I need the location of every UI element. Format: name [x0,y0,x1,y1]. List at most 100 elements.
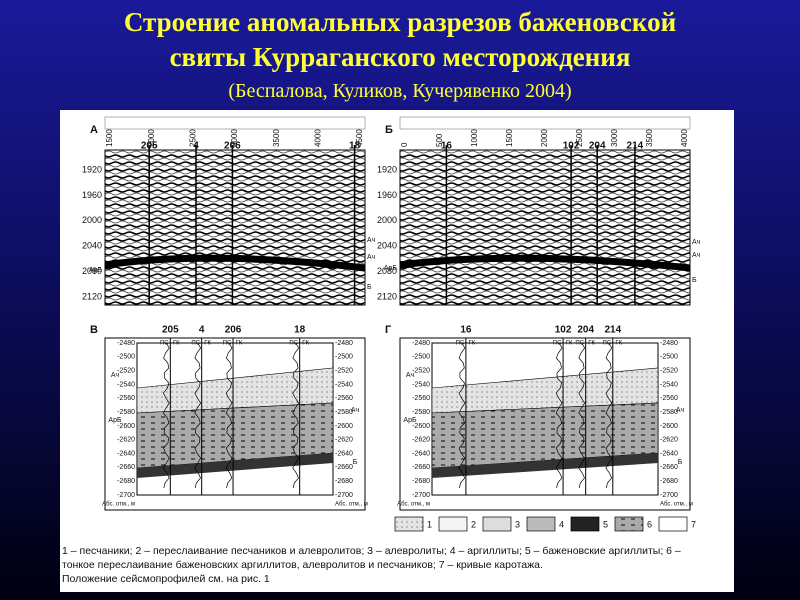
datum-label: Абс. отм., м [102,502,135,508]
depth-label: -2560 [335,395,353,402]
depth-label: -2620 [660,437,678,444]
depth-label: -2640 [117,450,135,457]
legend-swatch [394,516,424,532]
legend-swatch [526,516,556,532]
horizon-label: АрБ [384,265,398,272]
log-label: ГК [566,341,573,347]
time-label: 1920 [82,164,102,174]
legend-label: 7 [691,519,696,529]
log-label: ПС [223,341,232,347]
layer-label: АрБ [403,417,417,424]
offset-label: 2500 [575,129,584,147]
depth-label: -2560 [412,395,430,402]
well-log [458,342,466,489]
depth-label: -2680 [660,478,678,485]
legend-label: 2 [471,519,476,529]
legend-label: 5 [603,519,608,529]
caption-line: тонкое переслаивание баженовских аргилли… [62,559,543,571]
title-line: свиты Курраганского месторождения [170,42,631,72]
depth-label: -2700 [335,492,353,499]
panel-label: Г [385,324,392,336]
depth-label: -2500 [335,354,353,361]
layer-label: Ач [351,407,360,414]
depth-label: -2480 [660,340,678,347]
well-label: 4 [199,325,205,336]
depth-label: -2520 [117,367,135,374]
horizon-label: Б [367,284,372,291]
legend-swatch [570,516,600,532]
time-label: 2080 [377,266,397,276]
time-label: 2120 [82,291,102,301]
legend-label: 1 [427,519,432,529]
depth-label: -2560 [660,395,678,402]
well-label: 16 [441,141,453,152]
legend-swatch [438,516,468,532]
depth-label: -2660 [117,464,135,471]
horizon-label: Ач [367,254,376,261]
log-label: ГК [302,341,309,347]
depth-label: -2520 [335,367,353,374]
depth-label: -2620 [335,437,353,444]
seismic-section [104,149,366,306]
log-label: ПС [456,341,465,347]
well-label: 214 [604,325,621,336]
legend-label: 6 [647,519,652,529]
well-label: 4 [193,141,199,152]
panel-label: А [90,124,98,136]
well-label: 205 [141,141,158,152]
datum-label: Абс. отм., м [660,502,693,508]
log-label: ПС [602,341,611,347]
layer-label: Ач [406,372,415,379]
offset-label: 1500 [105,129,114,147]
horizon-label: Ач [692,239,701,246]
well-label: 18 [294,325,306,336]
depth-label: -2680 [117,478,135,485]
time-label: 1960 [377,190,397,200]
well-label: 16 [460,325,472,336]
title-line: Строение аномальных разрезов баженовской [124,7,676,37]
time-label: 2040 [377,241,397,251]
time-label: 2120 [377,291,397,301]
log-label: ГК [588,341,595,347]
depth-label: -2620 [117,437,135,444]
datum-label: Абс. отм., м [397,502,430,508]
subtitle: (Беспалова, Куликов, Кучерявенко 2004) [228,80,571,102]
depth-label: -2580 [117,409,135,416]
depth-label: -2580 [412,409,430,416]
depth-label: -2580 [335,409,353,416]
depth-label: -2580 [660,409,678,416]
well-label: 206 [224,141,241,152]
depth-label: -2480 [117,340,135,347]
reflector [399,254,691,272]
offset-label: 4000 [680,129,689,147]
horizon-label: АрБ [89,267,103,274]
panel-label: В [90,324,98,336]
depth-label: -2500 [412,354,430,361]
legend-swatch [614,516,644,532]
depth-label: -2640 [660,450,678,457]
well-label: 102 [555,325,572,336]
well-log [292,342,300,489]
log-label: ГК [469,341,476,347]
reflector [104,254,366,272]
offset-label: 3000 [610,129,619,147]
horizon-label: Ач [692,252,701,259]
time-label: 2000 [377,215,397,225]
layer-label: Б [678,459,683,466]
layer-bazhenov [137,453,333,478]
time-label: 1920 [377,164,397,174]
depth-label: -2700 [117,492,135,499]
depth-label: -2540 [412,381,430,388]
offset-label: 4000 [313,129,322,147]
depth-label: -2640 [412,450,430,457]
depth-label: -2540 [335,381,353,388]
depth-label: -2520 [412,367,430,374]
panel-label: Б [385,124,393,136]
depth-label: -2560 [117,395,135,402]
well-label: 206 [225,325,242,336]
header-strip [104,116,366,130]
log-label: ПС [553,341,562,347]
depth-label: -2680 [335,478,353,485]
well-label: 18 [349,141,361,152]
